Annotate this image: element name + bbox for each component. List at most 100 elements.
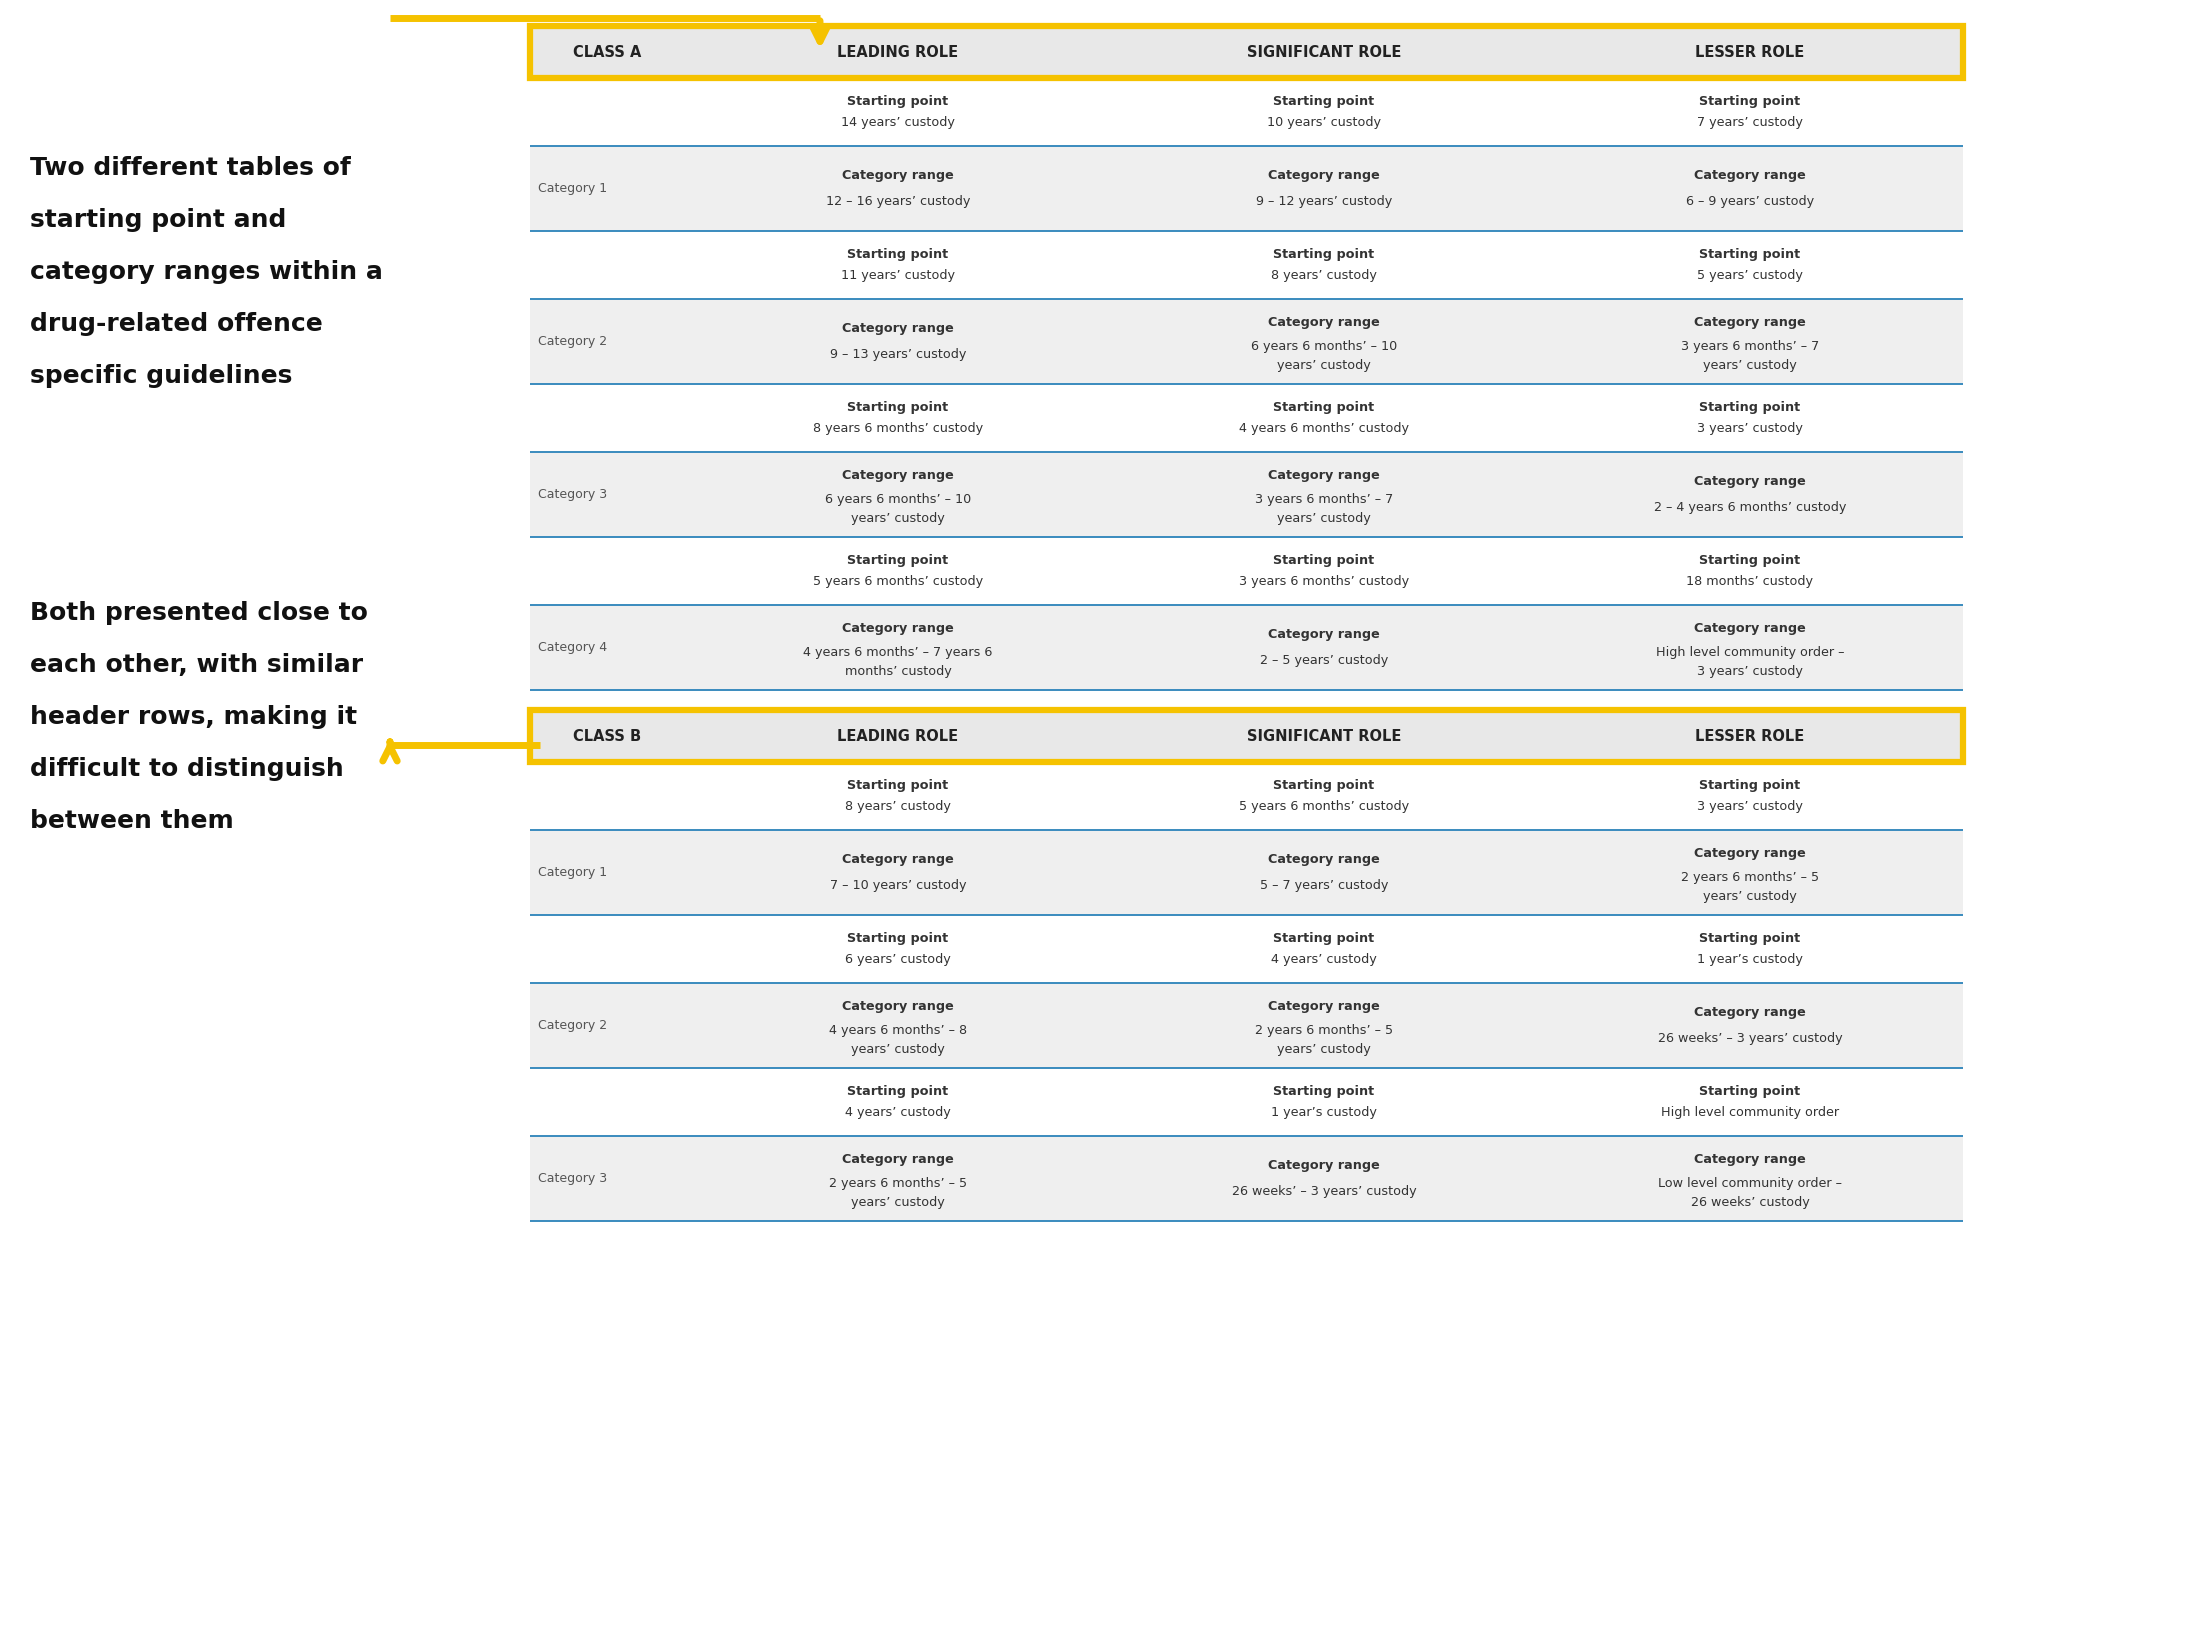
Text: years’ custody: years’ custody — [850, 1195, 945, 1208]
Text: 4 years 6 months’ – 8: 4 years 6 months’ – 8 — [828, 1024, 967, 1037]
Text: 6 – 9 years’ custody: 6 – 9 years’ custody — [1687, 194, 1815, 207]
Text: Starting point: Starting point — [1274, 932, 1376, 945]
Text: 1 year’s custody: 1 year’s custody — [1272, 1106, 1378, 1119]
Text: High level community order –: High level community order – — [1656, 647, 1844, 658]
Text: 14 years’ custody: 14 years’ custody — [841, 115, 954, 128]
Text: Starting point: Starting point — [1700, 555, 1800, 568]
Text: CLASS A: CLASS A — [574, 44, 643, 59]
Text: 8 years’ custody: 8 years’ custody — [846, 800, 952, 813]
Text: 2 – 5 years’ custody: 2 – 5 years’ custody — [1261, 653, 1389, 667]
Text: 4 years 6 months’ custody: 4 years 6 months’ custody — [1239, 421, 1409, 435]
Text: 10 years’ custody: 10 years’ custody — [1267, 115, 1380, 128]
Bar — [530, 1136, 1963, 1221]
Text: Category range: Category range — [1267, 1001, 1380, 1014]
Text: each other, with similar: each other, with similar — [31, 653, 362, 677]
Text: starting point and: starting point and — [31, 207, 287, 232]
Text: Category 3: Category 3 — [539, 1172, 607, 1185]
Text: 11 years’ custody: 11 years’ custody — [841, 268, 956, 281]
Text: years’ custody: years’ custody — [1276, 359, 1371, 372]
Text: 8 years 6 months’ custody: 8 years 6 months’ custody — [813, 421, 983, 435]
Text: LEADING ROLE: LEADING ROLE — [837, 729, 958, 744]
Text: Category 1: Category 1 — [539, 866, 607, 879]
Text: Starting point: Starting point — [1700, 779, 1800, 792]
Text: Starting point: Starting point — [1274, 555, 1376, 568]
Text: Category 3: Category 3 — [539, 487, 607, 500]
Text: Starting point: Starting point — [1700, 1085, 1800, 1098]
Bar — [530, 77, 1963, 146]
Text: Category range: Category range — [1694, 170, 1806, 183]
Text: Starting point: Starting point — [1700, 402, 1800, 415]
Text: Low level community order –: Low level community order – — [1658, 1177, 1841, 1190]
Text: Both presented close to: Both presented close to — [31, 601, 369, 625]
Text: Category range: Category range — [841, 170, 954, 183]
Text: 26 weeks’ custody: 26 weeks’ custody — [1691, 1195, 1808, 1208]
Text: between them: between them — [31, 808, 234, 833]
Text: 6 years’ custody: 6 years’ custody — [846, 953, 952, 966]
Text: 4 years’ custody: 4 years’ custody — [846, 1106, 952, 1119]
Bar — [530, 300, 1963, 384]
Text: 4 years 6 months’ – 7 years 6: 4 years 6 months’ – 7 years 6 — [804, 647, 994, 658]
Bar — [530, 537, 1963, 606]
Text: Category range: Category range — [841, 1154, 954, 1167]
Text: Category range: Category range — [1694, 1006, 1806, 1019]
Text: years’ custody: years’ custody — [1276, 1044, 1371, 1055]
Text: Starting point: Starting point — [1700, 932, 1800, 945]
Text: Category range: Category range — [1694, 848, 1806, 861]
Text: SIGNIFICANT ROLE: SIGNIFICANT ROLE — [1248, 44, 1402, 59]
Text: 26 weeks’ – 3 years’ custody: 26 weeks’ – 3 years’ custody — [1658, 1032, 1841, 1045]
Text: 7 – 10 years’ custody: 7 – 10 years’ custody — [830, 879, 967, 892]
Text: Starting point: Starting point — [848, 779, 949, 792]
Text: Starting point: Starting point — [1700, 249, 1800, 262]
Text: Two different tables of: Two different tables of — [31, 156, 351, 179]
Text: Starting point: Starting point — [1274, 249, 1376, 262]
Bar — [530, 453, 1963, 537]
Text: Starting point: Starting point — [1274, 95, 1376, 109]
Text: header rows, making it: header rows, making it — [31, 704, 358, 729]
Text: 4 years’ custody: 4 years’ custody — [1272, 953, 1378, 966]
Bar — [530, 762, 1963, 830]
Text: 6 years 6 months’ – 10: 6 years 6 months’ – 10 — [826, 494, 972, 505]
Text: Category range: Category range — [1267, 629, 1380, 642]
Text: 2 – 4 years 6 months’ custody: 2 – 4 years 6 months’ custody — [1654, 500, 1846, 514]
Bar — [530, 384, 1963, 453]
Text: Starting point: Starting point — [848, 402, 949, 415]
Text: drug-related offence: drug-related offence — [31, 313, 322, 336]
Text: Category range: Category range — [1267, 170, 1380, 183]
Text: years’ custody: years’ custody — [850, 1044, 945, 1055]
Bar — [530, 983, 1963, 1068]
Text: 8 years’ custody: 8 years’ custody — [1272, 268, 1378, 281]
Bar — [530, 915, 1963, 983]
Text: years’ custody: years’ custody — [1276, 512, 1371, 525]
Text: High level community order: High level community order — [1660, 1106, 1839, 1119]
Text: 3 years’ custody: 3 years’ custody — [1698, 421, 1804, 435]
Text: 7 years’ custody: 7 years’ custody — [1698, 115, 1804, 128]
Text: 3 years 6 months’ – 7: 3 years 6 months’ – 7 — [1254, 494, 1393, 505]
Text: Category range: Category range — [1267, 853, 1380, 866]
Text: 2 years 6 months’ – 5: 2 years 6 months’ – 5 — [1680, 871, 1819, 884]
Text: Category range: Category range — [841, 323, 954, 336]
Text: 3 years’ custody: 3 years’ custody — [1698, 665, 1804, 678]
Text: CLASS B: CLASS B — [574, 729, 643, 744]
Text: Category range: Category range — [841, 469, 954, 482]
Text: Category range: Category range — [1694, 476, 1806, 489]
Text: Category range: Category range — [1694, 622, 1806, 635]
Text: 5 years 6 months’ custody: 5 years 6 months’ custody — [1239, 800, 1409, 813]
Text: Category 2: Category 2 — [539, 336, 607, 347]
Text: LEADING ROLE: LEADING ROLE — [837, 44, 958, 59]
Text: years’ custody: years’ custody — [1702, 359, 1797, 372]
Text: Category range: Category range — [1267, 1159, 1380, 1172]
Text: Starting point: Starting point — [1274, 779, 1376, 792]
Text: Category range: Category range — [841, 622, 954, 635]
Text: 9 – 12 years’ custody: 9 – 12 years’ custody — [1256, 194, 1391, 207]
Text: Category range: Category range — [1694, 1154, 1806, 1167]
Text: LESSER ROLE: LESSER ROLE — [1696, 729, 1804, 744]
Text: Starting point: Starting point — [848, 555, 949, 568]
Text: 9 – 13 years’ custody: 9 – 13 years’ custody — [830, 347, 967, 360]
Text: difficult to distinguish: difficult to distinguish — [31, 757, 344, 780]
Text: months’ custody: months’ custody — [846, 665, 952, 678]
Bar — [530, 26, 1963, 77]
Text: Starting point: Starting point — [1274, 1085, 1376, 1098]
Text: Starting point: Starting point — [848, 95, 949, 109]
Text: 12 – 16 years’ custody: 12 – 16 years’ custody — [826, 194, 969, 207]
Text: Starting point: Starting point — [1274, 402, 1376, 415]
